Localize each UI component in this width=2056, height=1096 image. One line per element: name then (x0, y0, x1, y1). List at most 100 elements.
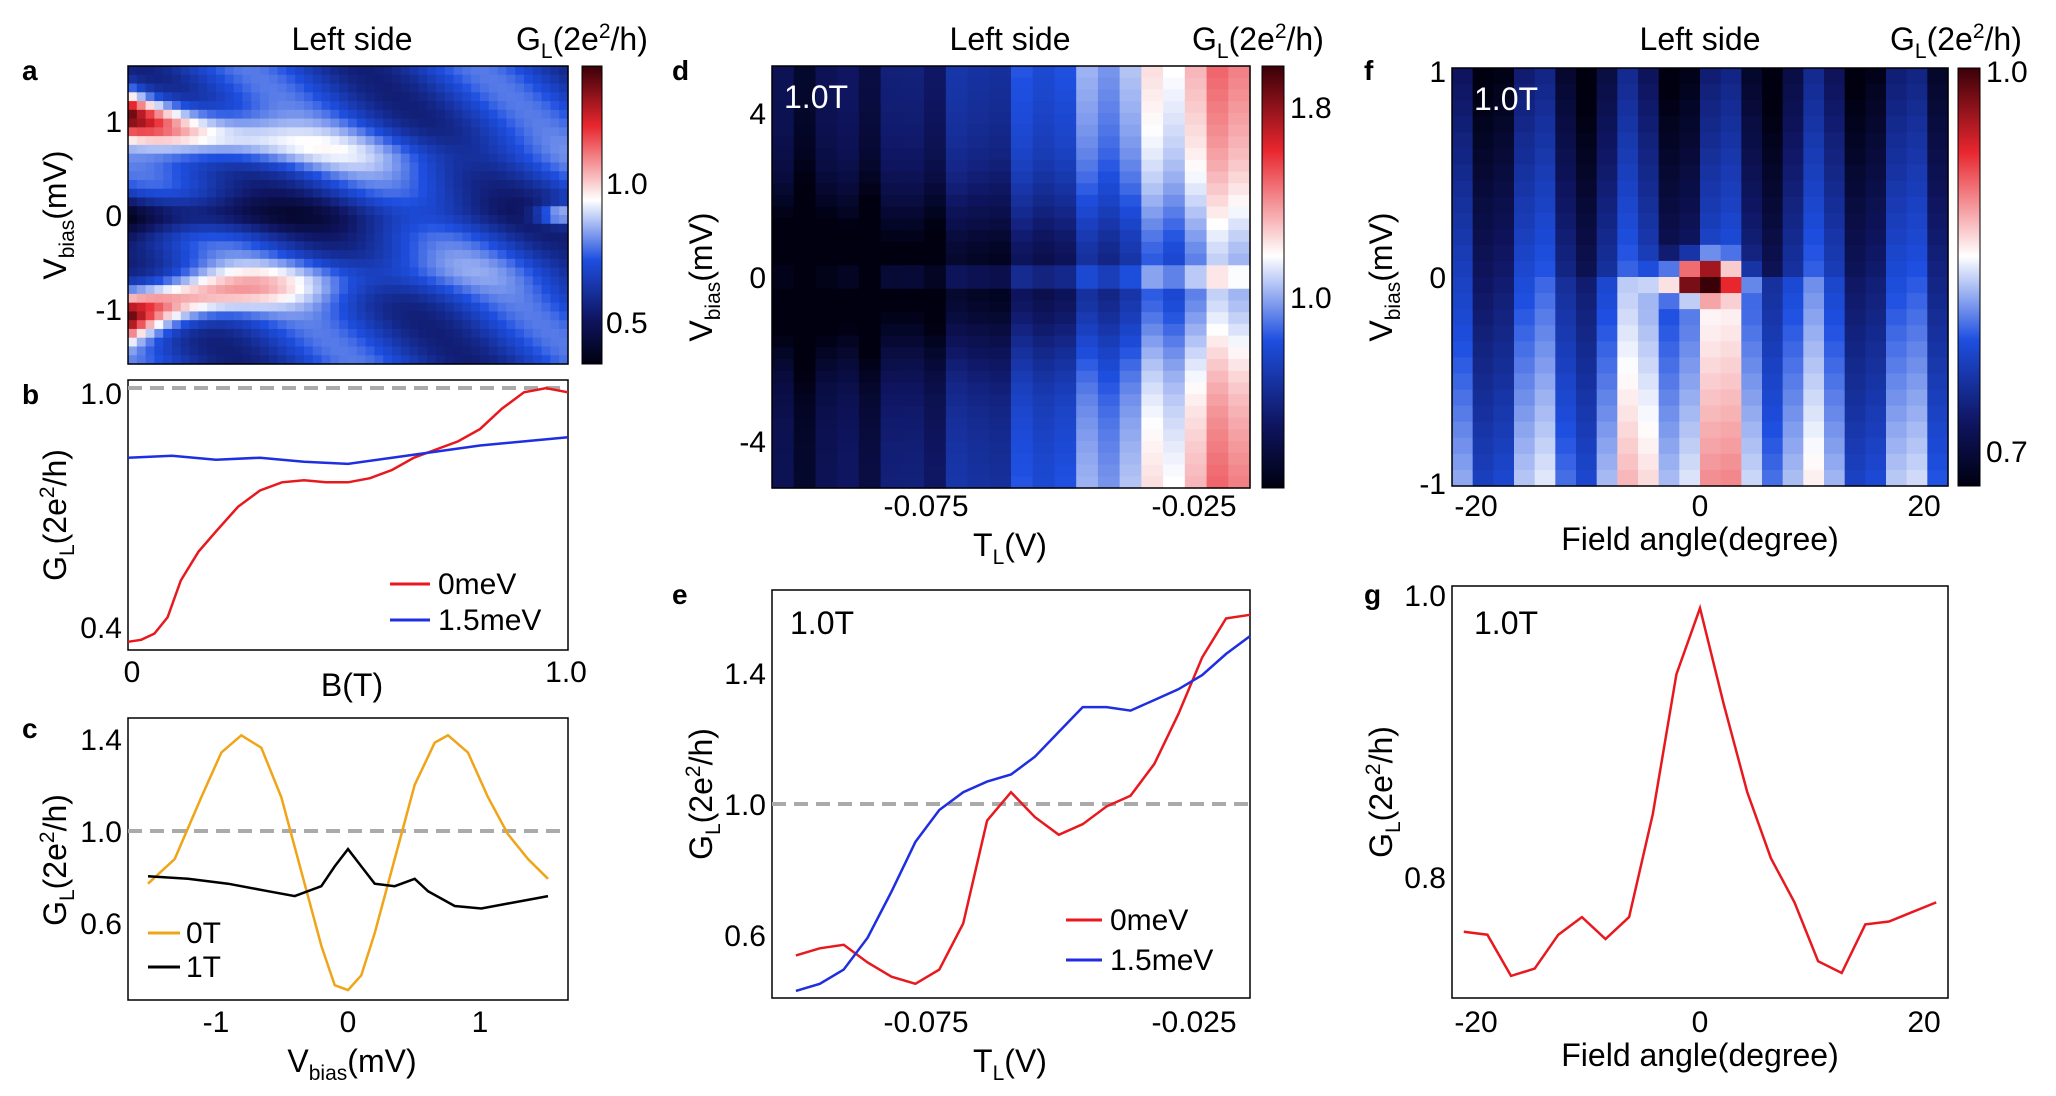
heatmap-cell (550, 92, 560, 102)
panel-f-xlabel: Field angle(degree) (1561, 521, 1839, 557)
heatmap-cell (1119, 288, 1142, 302)
legend-b-label: 1.5meV (438, 604, 541, 637)
colorbar-d-tick: 1.8 (1290, 92, 1332, 125)
heatmap-cell (242, 328, 252, 339)
heatmap-cell (180, 171, 191, 181)
heatmap-cell (1054, 335, 1077, 348)
heatmap-cell (207, 144, 217, 155)
heatmap-cell (1472, 228, 1494, 246)
heatmap-cell (1011, 452, 1034, 466)
heatmap-cell (365, 153, 375, 164)
heatmap-cell (1141, 300, 1164, 313)
heatmap-cell (172, 215, 182, 225)
heatmap-cell (216, 101, 226, 111)
heatmap-cell (1886, 116, 1908, 133)
heatmap-cell (365, 320, 375, 330)
heatmap-cell (180, 250, 191, 260)
heatmap-cell (1824, 309, 1846, 326)
heatmap-cell (1782, 341, 1804, 358)
heatmap-cell (1803, 453, 1825, 471)
heatmap-cell (1555, 325, 1577, 342)
heatmap-cell (1865, 164, 1887, 182)
heatmap-cell (312, 328, 323, 339)
heatmap-cell (330, 206, 340, 216)
heatmap-cell (207, 232, 217, 242)
heatmap-cell (1700, 244, 1722, 262)
heatmap-cell (304, 250, 314, 260)
heatmap-cell (815, 441, 838, 454)
heatmap-cell (1514, 325, 1536, 342)
heatmap-cell (1097, 241, 1121, 255)
heatmap-cell (541, 144, 551, 155)
heatmap-cell (163, 276, 173, 286)
heatmap-cell (365, 276, 375, 286)
heatmap-cell (1803, 164, 1825, 182)
heatmap-cell (1886, 132, 1908, 149)
heatmap-cell (1865, 116, 1887, 133)
heatmap-cell (374, 355, 384, 365)
heatmap-cell (1617, 357, 1639, 375)
heatmap-cell (837, 452, 860, 466)
heatmap-cell (172, 302, 182, 313)
heatmap-cell (1803, 469, 1825, 487)
heatmap-cell (1534, 453, 1556, 471)
heatmap-cell (1534, 437, 1556, 455)
heatmap-cell (1679, 325, 1701, 342)
heatmap-cell (1679, 437, 1701, 455)
heatmap-cell (1011, 101, 1034, 114)
heatmap-cell (427, 127, 437, 137)
heatmap-cell (392, 206, 402, 216)
heatmap-cell (383, 250, 393, 260)
heatmap-cell (858, 101, 882, 114)
heatmap-cell (216, 223, 226, 234)
heatmap-cell (1720, 389, 1742, 407)
heatmap-cell (1576, 164, 1598, 182)
heatmap-cell (356, 197, 367, 207)
heatmap-cell (1076, 148, 1099, 161)
heatmap-cell (541, 258, 551, 269)
heatmap-cell (1452, 132, 1474, 149)
heatmap-cell (793, 124, 817, 137)
heatmap-cell (242, 267, 252, 277)
heatmap-cell (348, 83, 358, 93)
panel-a-ytick: 0 (105, 200, 122, 233)
heatmap-cell (304, 206, 314, 216)
heatmap-cell (515, 206, 525, 216)
heatmap-cell (1228, 218, 1251, 231)
heatmap-cell (471, 337, 481, 348)
heatmap-cell (471, 66, 481, 76)
heatmap-cell (1555, 244, 1577, 262)
heatmap-cell (260, 328, 270, 339)
heatmap-cell (392, 83, 402, 93)
heatmap-cell (488, 223, 499, 234)
heatmap-cell (409, 197, 419, 207)
heatmap-cell (216, 311, 226, 321)
heatmap-cell (330, 66, 340, 76)
legend-c-label: 1T (186, 951, 221, 984)
heatmap-cell (515, 258, 525, 269)
heatmap-cell (815, 66, 838, 79)
heatmap-cell (128, 258, 138, 269)
heatmap-cell (506, 320, 516, 330)
heatmap-cell (1741, 100, 1763, 117)
heatmap-cell (1782, 453, 1804, 471)
heatmap-cell (1927, 405, 1949, 423)
panel-f-ylabel: Vbias(mV) (1363, 212, 1405, 341)
heatmap-cell (207, 328, 217, 339)
heatmap-cell (180, 118, 191, 128)
heatmap-cell (1700, 421, 1722, 439)
heatmap-cell (1493, 341, 1515, 358)
heatmap-cell (172, 109, 182, 120)
heatmap-cell (1555, 180, 1577, 198)
heatmap-cell (524, 188, 534, 199)
heatmap-cell (1534, 84, 1556, 101)
heatmap-cell (233, 179, 243, 190)
heatmap-cell (1534, 421, 1556, 439)
heatmap-cell (858, 382, 882, 395)
heatmap-cell (1844, 164, 1866, 182)
heatmap-cell (1803, 357, 1825, 375)
heatmap-cell (277, 293, 287, 304)
heatmap-cell (1617, 309, 1639, 326)
heatmap-cell (902, 382, 925, 395)
heatmap-cell (268, 162, 279, 172)
